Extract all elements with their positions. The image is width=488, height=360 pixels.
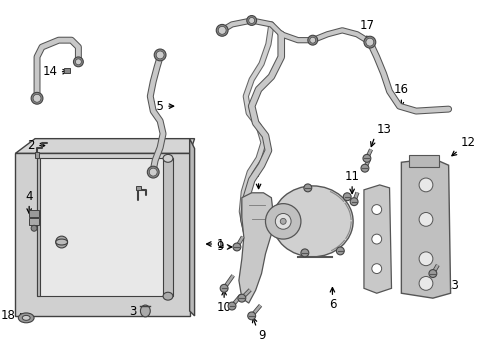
Text: 9: 9 [216,240,224,253]
Circle shape [238,294,245,302]
Bar [37,158,40,296]
Text: 6: 6 [328,298,335,311]
Ellipse shape [22,315,30,320]
Circle shape [216,24,227,36]
Bar [29,210,39,217]
Bar [408,156,438,167]
Circle shape [147,166,159,178]
Circle shape [418,252,432,266]
Bar [29,219,39,225]
Circle shape [280,219,285,224]
Circle shape [363,36,375,48]
Ellipse shape [140,305,150,317]
Bar [37,158,165,296]
Text: 13: 13 [376,123,391,136]
Circle shape [156,51,163,59]
Circle shape [218,26,225,34]
Text: 5: 5 [153,190,161,203]
Circle shape [371,234,381,244]
Circle shape [300,249,308,257]
Circle shape [265,204,300,239]
Circle shape [371,264,381,274]
Bar [35,152,39,158]
Polygon shape [401,158,449,298]
Text: 9: 9 [258,329,265,342]
Circle shape [428,270,436,278]
Circle shape [418,178,432,192]
Circle shape [418,276,432,290]
Circle shape [246,15,256,26]
Circle shape [275,213,290,229]
Circle shape [336,247,344,255]
Circle shape [56,236,67,248]
Text: 4: 4 [25,190,33,203]
Bar [163,158,173,296]
Bar [135,186,141,190]
Polygon shape [363,185,391,293]
Text: 11: 11 [344,170,359,183]
Circle shape [31,225,37,231]
Text: 12: 12 [460,136,474,149]
Circle shape [75,59,81,65]
Text: 7: 7 [254,167,262,180]
Circle shape [248,18,254,23]
Text: 3: 3 [129,305,136,319]
Circle shape [303,184,311,192]
Circle shape [349,198,357,206]
Text: 14: 14 [42,65,58,78]
Circle shape [360,164,368,172]
Bar [63,68,69,73]
Text: 1: 1 [216,238,224,251]
Circle shape [247,312,255,320]
Ellipse shape [163,154,173,162]
Circle shape [220,284,227,292]
Circle shape [365,38,373,46]
Polygon shape [189,139,194,316]
Circle shape [418,212,432,226]
Circle shape [149,168,157,176]
Text: 2: 2 [27,139,35,152]
Circle shape [31,93,43,104]
Bar [15,153,189,316]
Text: 17: 17 [359,19,374,32]
Text: 18: 18 [0,309,15,323]
Circle shape [362,154,370,162]
Circle shape [343,193,350,201]
Circle shape [371,204,381,215]
Circle shape [232,243,241,251]
Polygon shape [239,193,273,303]
Text: 8: 8 [366,279,373,292]
Polygon shape [15,139,194,153]
Ellipse shape [163,292,173,300]
Text: 16: 16 [393,83,408,96]
Circle shape [309,37,315,43]
Circle shape [33,94,41,102]
Circle shape [154,49,166,61]
Circle shape [307,35,317,45]
Circle shape [73,57,83,67]
Text: 15: 15 [149,100,163,113]
Text: 10: 10 [216,301,231,314]
Ellipse shape [56,239,67,245]
Ellipse shape [272,186,352,257]
Circle shape [227,302,235,310]
Ellipse shape [18,313,34,323]
Text: 13: 13 [444,279,459,292]
